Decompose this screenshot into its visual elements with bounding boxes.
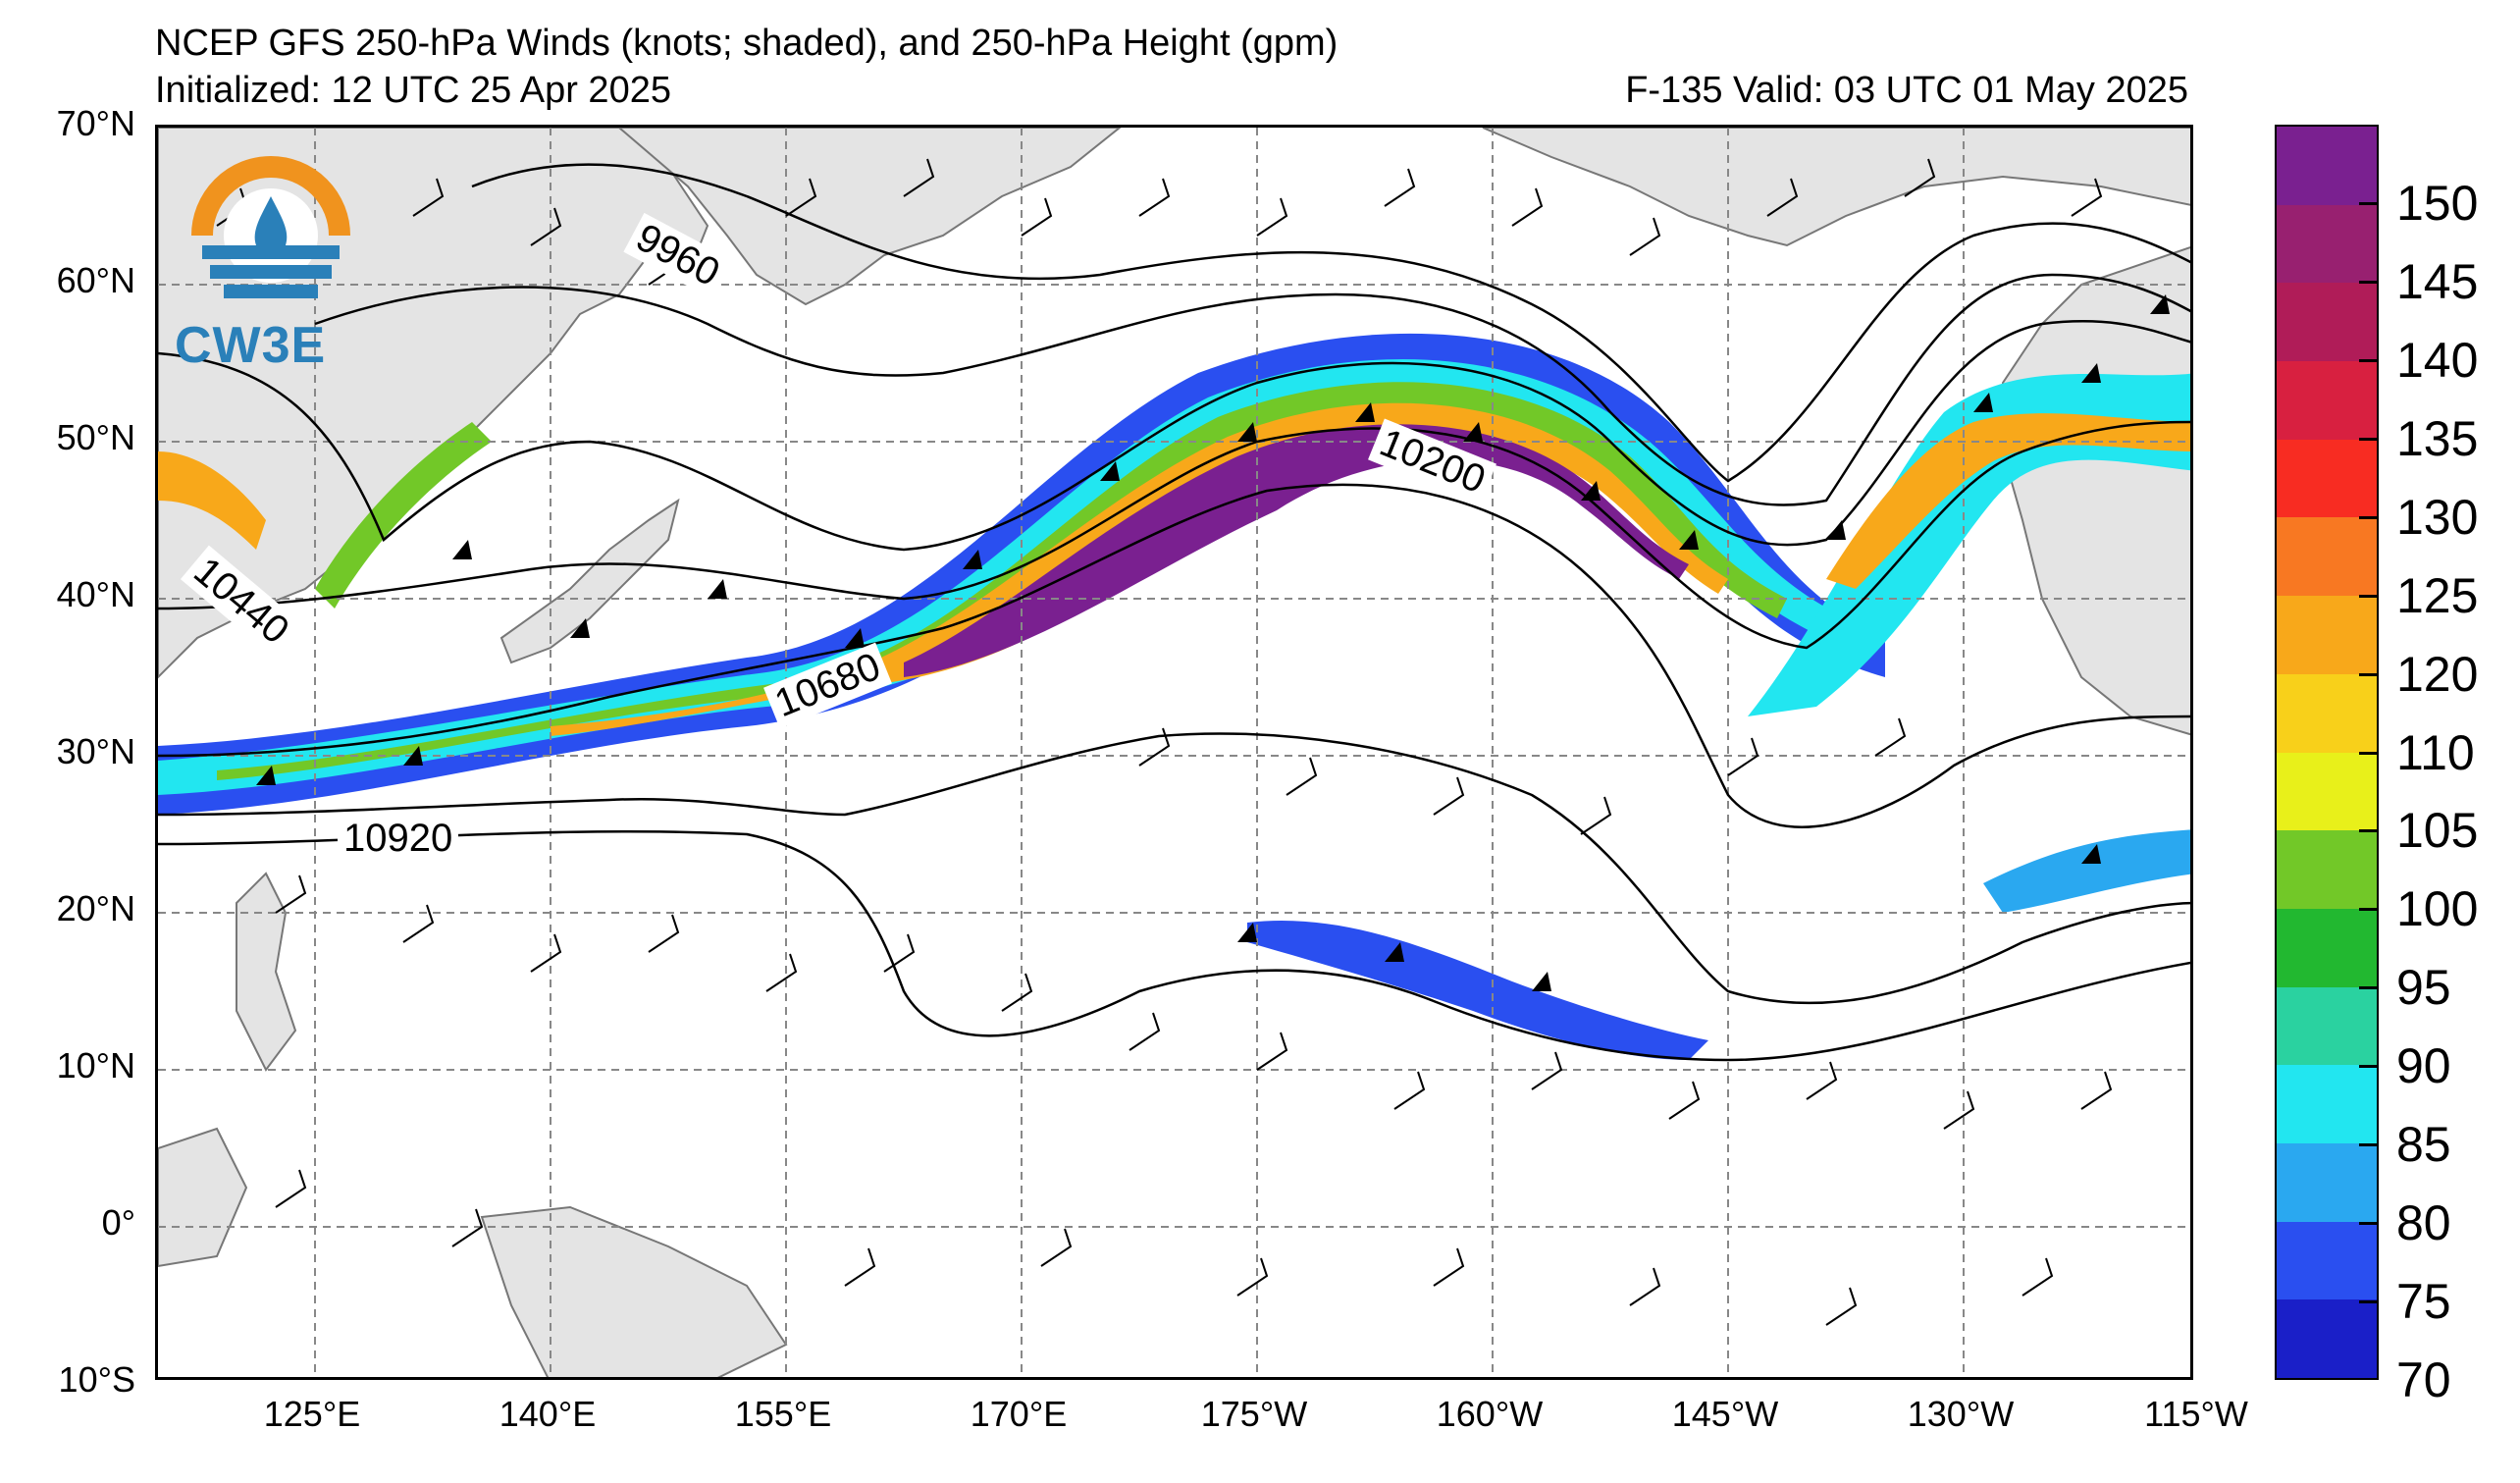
lat-label: 40°N <box>56 574 135 614</box>
lat-label: 10°N <box>56 1045 135 1086</box>
colorbar-segment <box>2277 908 2377 987</box>
lat-label: 50°N <box>56 417 135 457</box>
colorbar-tick <box>2359 1143 2379 1147</box>
lat-label: 0° <box>101 1202 135 1243</box>
lon-label: 160°W <box>1436 1394 1544 1434</box>
lat-label: 10°S <box>58 1359 135 1400</box>
colorbar-tick <box>2359 829 2379 833</box>
colorbar-tick <box>2359 1300 2379 1304</box>
colorbar-tick <box>2359 201 2379 205</box>
colorbar-tick-label: 150 <box>2396 175 2479 231</box>
colorbar-segment <box>2277 204 2377 284</box>
colorbar-tick-label: 100 <box>2396 881 2479 937</box>
map-canvas <box>158 128 2190 1377</box>
colorbar-tick-label: 85 <box>2396 1117 2451 1173</box>
colorbar-segment <box>2277 1299 2377 1378</box>
colorbar-tick <box>2359 751 2379 755</box>
pennant-barbs <box>256 294 2170 991</box>
logo-text: CW3E <box>175 317 327 374</box>
new-guinea-land <box>480 1205 788 1377</box>
colorbar-tick-label: 135 <box>2396 410 2479 466</box>
lon-label: 155°E <box>734 1394 832 1434</box>
colorbar-tick-label: 105 <box>2396 803 2479 859</box>
borneo-land <box>158 1127 248 1268</box>
colorbar-tick <box>2359 515 2379 519</box>
colorbar-tick-label: 120 <box>2396 646 2479 702</box>
colorbar-segment <box>2277 283 2377 362</box>
japan-land <box>499 498 680 664</box>
colorbar-tick <box>2359 908 2379 912</box>
height-contours <box>158 163 2190 1062</box>
colorbar-segment <box>2277 1221 2377 1300</box>
colorbar-segment <box>2277 361 2377 440</box>
north-america-land <box>2002 245 2190 736</box>
colorbar-tick-label: 125 <box>2396 567 2479 623</box>
colorbar-segment <box>2277 596 2377 674</box>
philippines-land <box>236 872 297 1072</box>
lon-label: 140°E <box>499 1394 597 1434</box>
colorbar-tick-label: 110 <box>2396 724 2475 780</box>
colorbar-tick <box>2359 986 2379 990</box>
colorbar-tick <box>2359 594 2379 598</box>
colorbar-tick <box>2359 437 2379 441</box>
colorbar <box>2275 125 2379 1380</box>
colorbar-segment <box>2277 752 2377 831</box>
colorbar-segment <box>2277 439 2377 518</box>
kamchatka-siberia-land <box>617 128 1122 306</box>
chart-title: NCEP GFS 250-hPa Winds (knots; shaded), … <box>155 23 1339 64</box>
colorbar-tick <box>2359 1222 2379 1226</box>
colorbar-tick-label: 145 <box>2396 253 2479 309</box>
lat-label: 20°N <box>56 888 135 928</box>
lon-label: 145°W <box>1671 1394 1779 1434</box>
colorbar-segment <box>2277 1065 2377 1143</box>
contour-label-10920: 10920 <box>338 817 459 861</box>
lon-label: 125°E <box>263 1394 361 1434</box>
colorbar-tick <box>2359 672 2379 676</box>
colorbar-tick-label: 70 <box>2396 1352 2451 1407</box>
graticule <box>158 128 2190 1377</box>
colorbar-segment <box>2277 127 2377 205</box>
colorbar-tick-label: 90 <box>2396 1038 2451 1094</box>
colorbar-segment <box>2277 517 2377 597</box>
colorbar-tick-label: 95 <box>2396 960 2451 1016</box>
lon-label: 170°E <box>970 1394 1068 1434</box>
colorbar-segment <box>2277 673 2377 753</box>
colorbar-segment <box>2277 986 2377 1066</box>
initialized-time: Initialized: 12 UTC 25 Apr 2025 <box>155 70 671 111</box>
colorbar-segment <box>2277 1142 2377 1222</box>
colorbar-tick <box>2359 1065 2379 1069</box>
lon-label: 130°W <box>1907 1394 2015 1434</box>
cw3e-logo <box>191 156 350 298</box>
lat-label: 70°N <box>56 103 135 143</box>
lat-label: 60°N <box>56 260 135 300</box>
colorbar-tick <box>2359 280 2379 284</box>
colorbar-segment <box>2277 830 2377 909</box>
colorbar-tick-label: 130 <box>2396 489 2479 545</box>
colorbar-tick-label: 75 <box>2396 1274 2451 1330</box>
lon-label: 175°W <box>1200 1394 1308 1434</box>
valid-time: F-135 Valid: 03 UTC 01 May 2025 <box>1625 70 2188 111</box>
colorbar-tick <box>2359 358 2379 362</box>
map-panel <box>155 125 2193 1380</box>
lon-label: 115°W <box>2144 1394 2248 1434</box>
alaska-land <box>1482 128 2190 247</box>
colorbar-tick-label: 80 <box>2396 1195 2451 1251</box>
lat-label: 30°N <box>56 731 135 771</box>
colorbar-tick-label: 140 <box>2396 332 2479 388</box>
